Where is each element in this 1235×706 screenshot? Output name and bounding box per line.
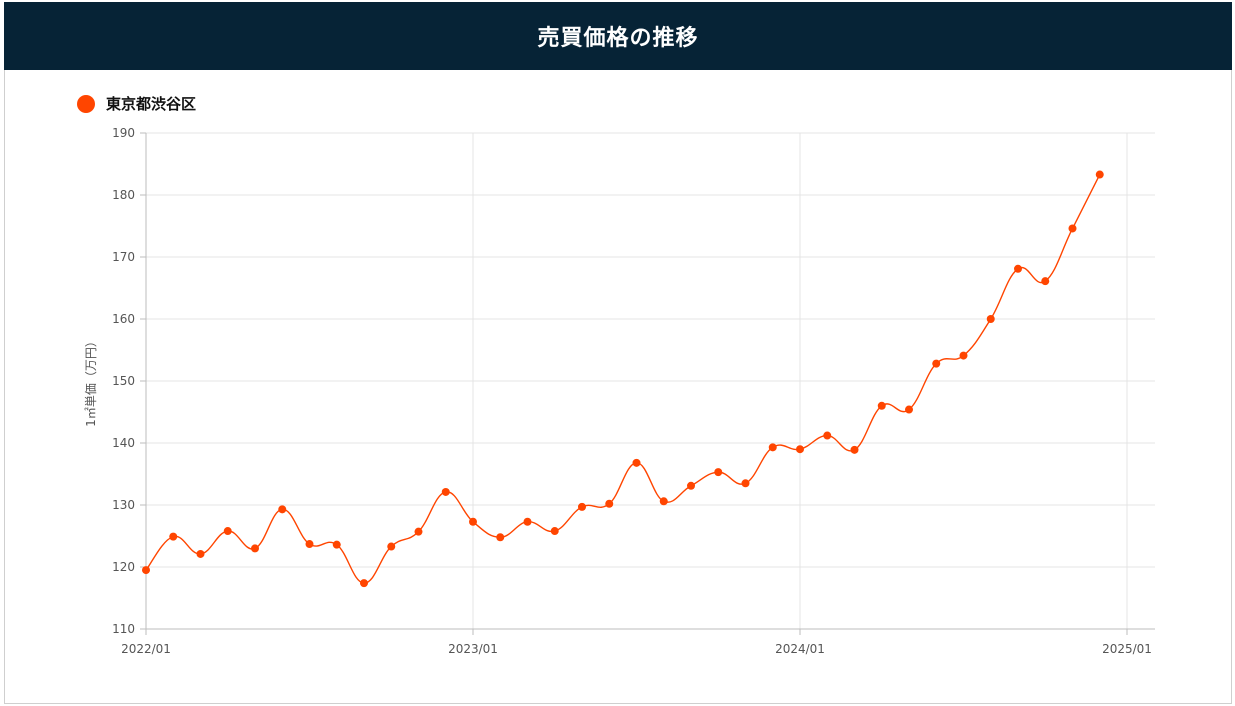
legend-marker bbox=[77, 94, 95, 113]
data-point[interactable] bbox=[523, 517, 532, 526]
data-point[interactable] bbox=[877, 401, 886, 410]
data-point[interactable] bbox=[142, 566, 150, 575]
data-point[interactable] bbox=[796, 445, 804, 454]
data-point[interactable] bbox=[905, 405, 913, 414]
data-point[interactable] bbox=[1068, 224, 1077, 233]
data-point[interactable] bbox=[1095, 170, 1104, 179]
y-tick-label: 150 bbox=[112, 374, 135, 388]
y-tick-labels: 110 120 130 140 150 160 170 180 190 bbox=[112, 126, 135, 636]
legend-label: 東京都渋谷区 bbox=[106, 95, 197, 113]
data-point[interactable] bbox=[850, 445, 859, 454]
x-tick-labels: 2022/01 2023/01 2024/01 2025/01 bbox=[121, 642, 1152, 656]
y-tick-label: 110 bbox=[112, 622, 135, 636]
data-point[interactable] bbox=[223, 527, 232, 536]
data-point[interactable] bbox=[605, 499, 614, 508]
legend[interactable]: 東京都渋谷区 bbox=[77, 93, 196, 114]
data-point[interactable] bbox=[986, 315, 995, 323]
data-point[interactable] bbox=[768, 443, 777, 452]
x-tick-label: 2023/01 bbox=[448, 642, 498, 656]
data-point[interactable] bbox=[1014, 264, 1022, 273]
x-tick-label: 2022/01 bbox=[121, 642, 171, 656]
axes bbox=[145, 133, 1155, 630]
data-point[interactable] bbox=[823, 431, 832, 440]
data-point[interactable] bbox=[578, 502, 586, 511]
data-points bbox=[142, 170, 1104, 588]
data-point[interactable] bbox=[332, 540, 341, 549]
y-tick-label: 190 bbox=[112, 126, 135, 140]
data-point[interactable] bbox=[959, 351, 968, 360]
chart-header: 売買価格の推移 bbox=[4, 2, 1232, 70]
data-point[interactable] bbox=[932, 359, 941, 368]
data-point[interactable] bbox=[496, 533, 505, 542]
x-tick-label: 2025/01 bbox=[1102, 642, 1152, 656]
page-title: 売買価格の推移 bbox=[537, 26, 699, 51]
data-point[interactable] bbox=[414, 527, 423, 536]
y-tick-label: 140 bbox=[112, 436, 135, 450]
y-tick-label: 180 bbox=[112, 188, 135, 202]
y-tick-label: 170 bbox=[112, 250, 135, 264]
data-point[interactable] bbox=[659, 497, 668, 506]
data-point[interactable] bbox=[469, 517, 477, 526]
y-tick-label: 120 bbox=[112, 560, 135, 574]
x-tick-label: 2024/01 bbox=[775, 642, 825, 656]
data-point[interactable] bbox=[387, 542, 396, 551]
data-point[interactable] bbox=[360, 579, 368, 588]
data-point[interactable] bbox=[305, 540, 314, 549]
data-point[interactable] bbox=[169, 532, 178, 541]
y-axis-label: 1㎡単価（万円） bbox=[84, 335, 98, 427]
data-point[interactable] bbox=[714, 468, 723, 477]
grid-lines bbox=[140, 132, 1155, 635]
y-tick-label: 160 bbox=[112, 312, 135, 326]
data-point[interactable] bbox=[196, 549, 205, 558]
chart-card bbox=[4, 2, 1232, 704]
data-point[interactable] bbox=[251, 544, 259, 553]
data-point[interactable] bbox=[1041, 277, 1050, 286]
data-point[interactable] bbox=[632, 458, 641, 467]
data-point[interactable] bbox=[278, 505, 287, 514]
data-point[interactable] bbox=[550, 527, 559, 536]
series-line bbox=[145, 174, 1101, 584]
y-tick-label: 130 bbox=[112, 498, 135, 512]
data-point[interactable] bbox=[741, 479, 750, 488]
data-point[interactable] bbox=[687, 481, 695, 490]
data-point[interactable] bbox=[441, 487, 450, 496]
